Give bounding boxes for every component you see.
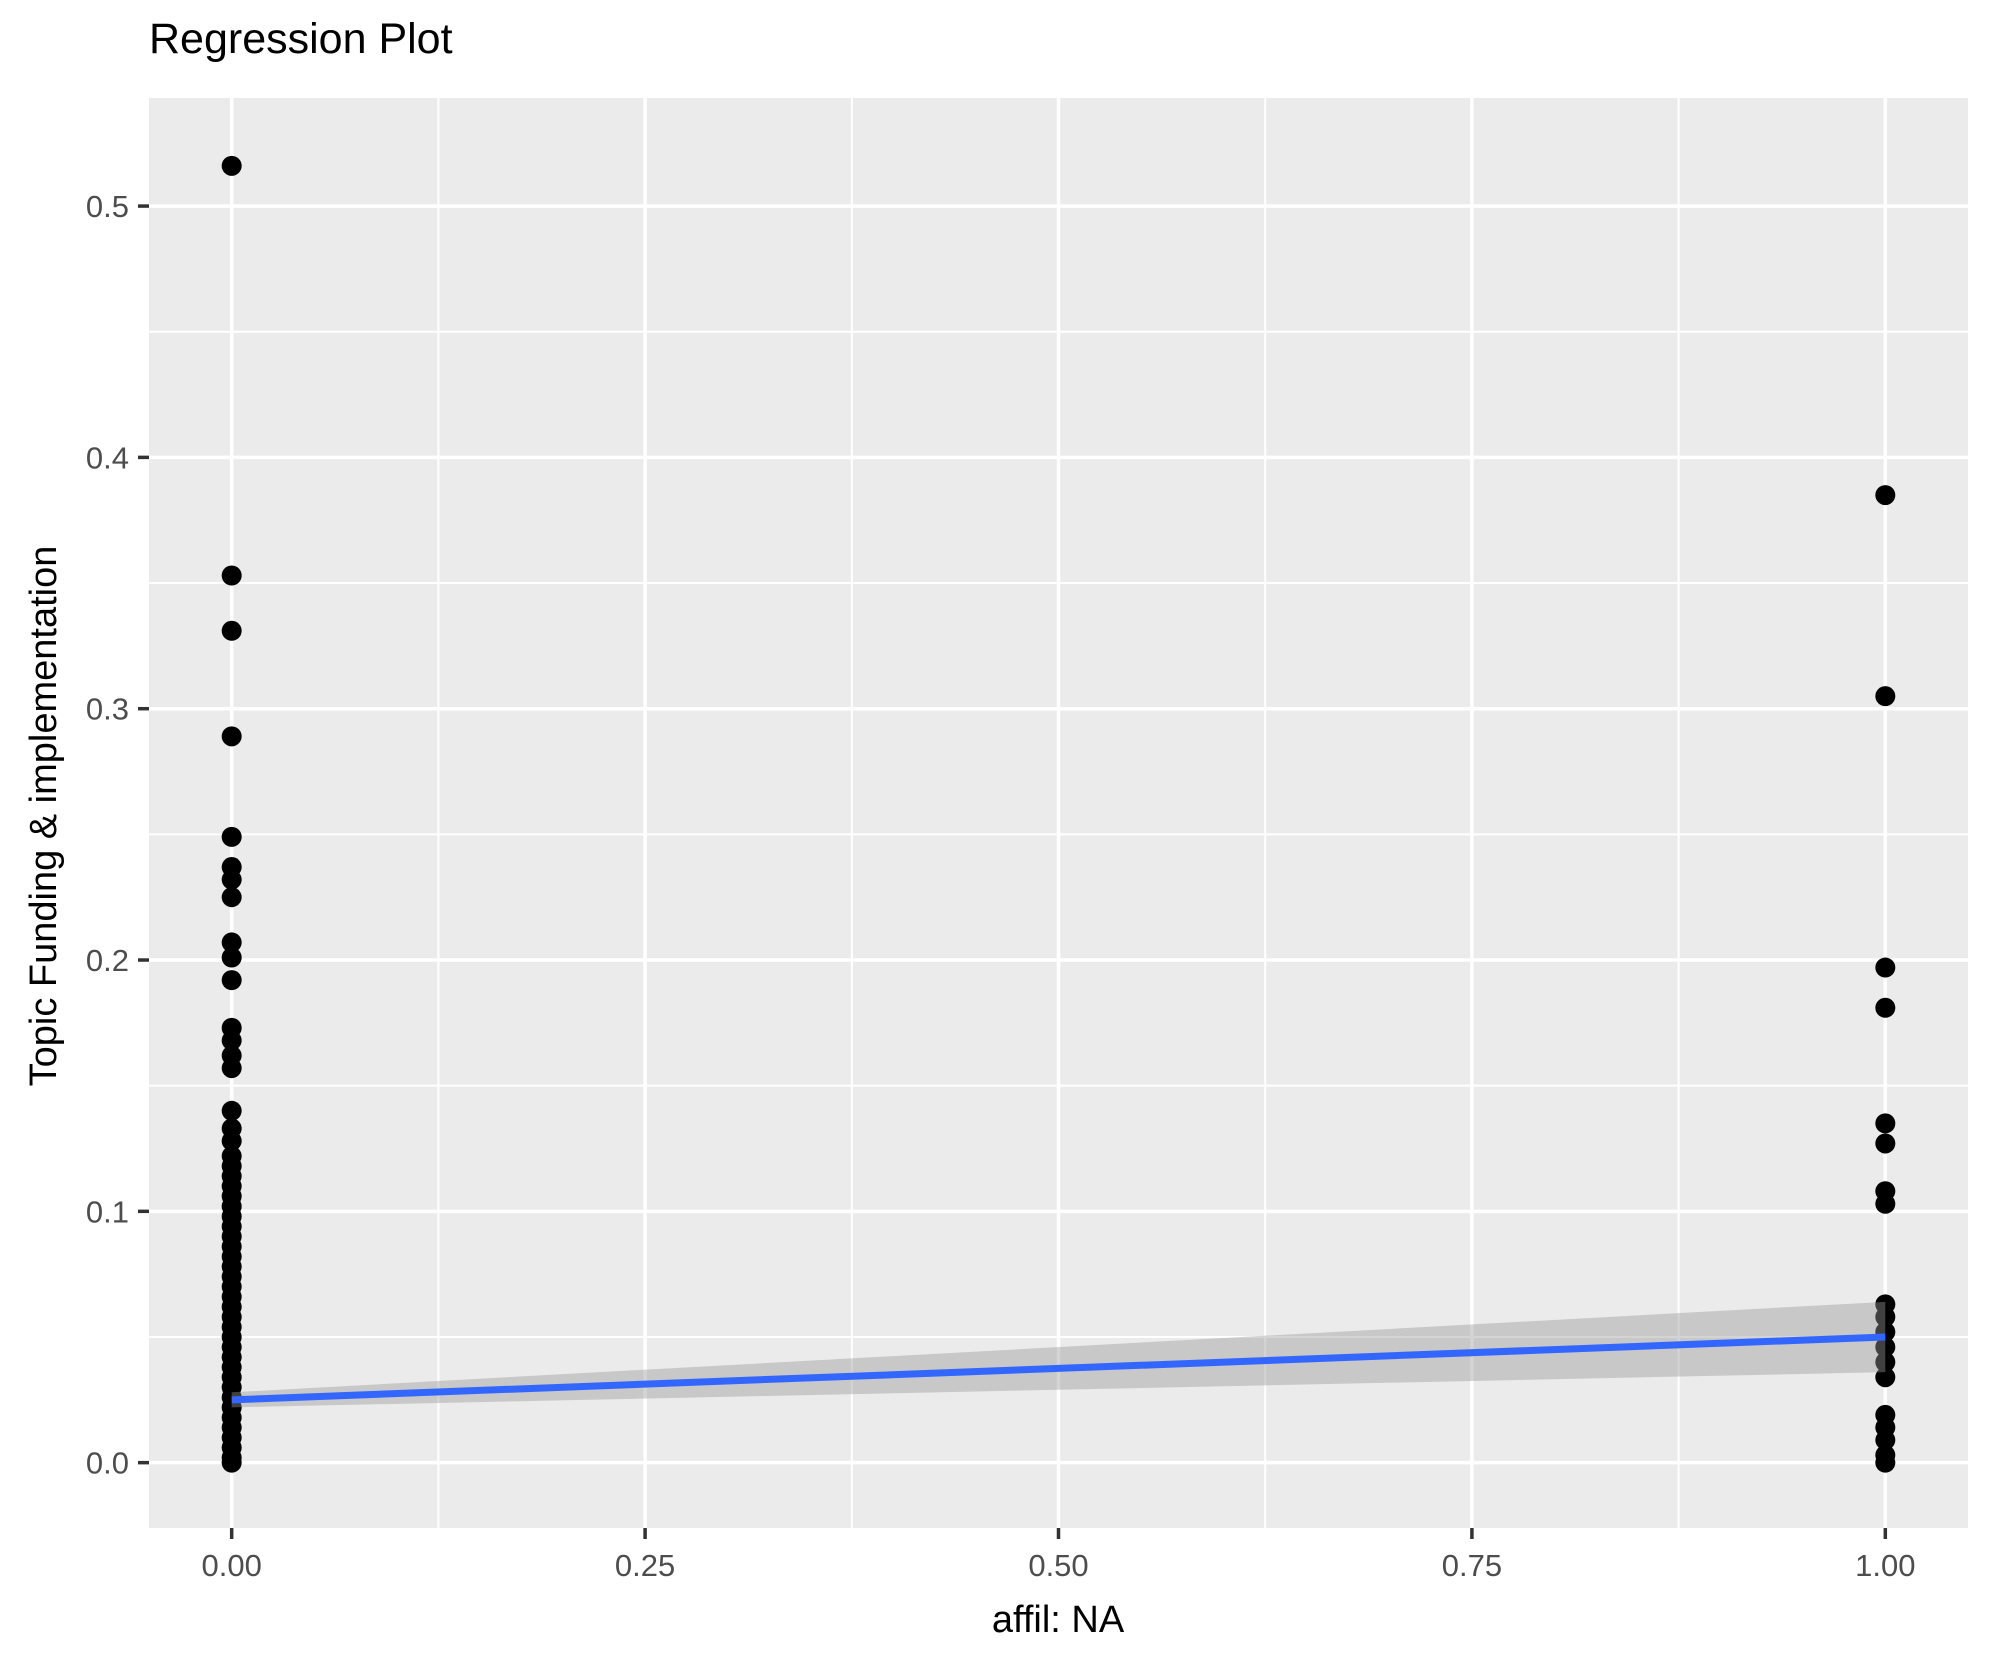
scatter-point — [221, 620, 242, 641]
x-tick-label: 0.25 — [615, 1548, 675, 1583]
scatter-point — [1875, 485, 1896, 506]
x-tick-label: 0.50 — [1028, 1548, 1088, 1583]
scatter-point — [221, 726, 242, 747]
scatter-point — [221, 1452, 242, 1473]
scatter-point — [1875, 1352, 1896, 1373]
scatter-point — [221, 1058, 242, 1079]
y-tick-label: 0.1 — [86, 1194, 129, 1229]
x-tick-label: 1.00 — [1855, 1548, 1915, 1583]
scatter-point — [1875, 686, 1896, 707]
plot-title: Regression Plot — [149, 15, 453, 63]
scatter-point — [1875, 1367, 1896, 1388]
scatter-point — [221, 565, 242, 586]
y-tick-label: 0.4 — [86, 440, 129, 475]
x-tick-label: 0.00 — [202, 1548, 262, 1583]
y-tick-label: 0.3 — [86, 692, 129, 727]
scatter-point — [1875, 1452, 1896, 1473]
y-tick-label: 0.5 — [86, 189, 129, 224]
regression-line — [231, 1333, 1886, 1404]
scatter-point — [221, 1100, 242, 1121]
scatter-point — [221, 970, 242, 991]
scatter-point — [1875, 1430, 1896, 1451]
y-tick-label: 0.0 — [86, 1446, 129, 1481]
scatter-point — [1875, 1193, 1896, 1214]
scatter-point — [1875, 997, 1896, 1018]
scatter-point — [221, 1130, 242, 1151]
scatter-point — [221, 155, 242, 176]
y-axis-title: Topic Funding & implementation — [23, 545, 65, 1087]
scatter-point — [221, 1030, 242, 1051]
scatter-point — [221, 947, 242, 968]
scatter-point — [1875, 1337, 1896, 1358]
scatter-point — [221, 826, 242, 847]
x-axis-title: affil: NA — [991, 1599, 1125, 1641]
scatter-point — [1875, 957, 1896, 978]
scatter-point — [1875, 1113, 1896, 1134]
scatter-point — [221, 869, 242, 890]
y-tick-label: 0.2 — [86, 943, 129, 978]
scatter-point — [1875, 1133, 1896, 1154]
scatter-point — [221, 887, 242, 908]
scatter-point — [1875, 1306, 1896, 1327]
scatter-point — [221, 932, 242, 953]
x-tick-label: 0.75 — [1442, 1548, 1502, 1583]
